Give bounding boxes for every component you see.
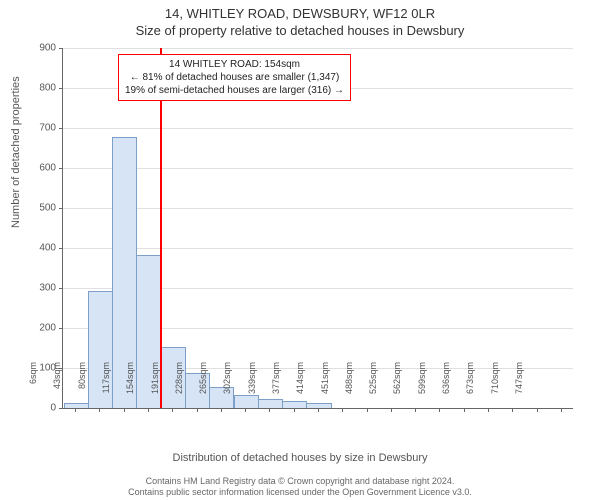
gridline: [63, 248, 573, 249]
ytick-label: 100: [0, 363, 56, 374]
annotation-line: 14 WHITLEY ROAD: 154sqm: [125, 58, 344, 71]
ytick-mark: [59, 88, 63, 89]
ytick-mark: [59, 288, 63, 289]
footer: Contains HM Land Registry data © Crown c…: [0, 476, 600, 499]
xtick-label: 414sqm: [295, 362, 305, 412]
xtick-mark: [75, 408, 76, 412]
annotation-line: 19% of semi-detached houses are larger (…: [125, 84, 344, 97]
footer-line1: Contains HM Land Registry data © Crown c…: [0, 476, 600, 487]
xtick-mark: [537, 408, 538, 412]
ytick-label: 700: [0, 123, 56, 134]
marker-line: [160, 48, 162, 408]
ytick-mark: [59, 208, 63, 209]
ytick-label: 400: [0, 243, 56, 254]
gridline: [63, 48, 573, 49]
ytick-mark: [59, 128, 63, 129]
annotation-line: ← 81% of detached houses are smaller (1,…: [125, 71, 344, 84]
xtick-label: 562sqm: [392, 362, 402, 412]
xtick-label: 525sqm: [368, 362, 378, 412]
chart-container: 14, WHITLEY ROAD, DEWSBURY, WF12 0LR Siz…: [0, 0, 600, 500]
ytick-label: 600: [0, 163, 56, 174]
gridline: [63, 168, 573, 169]
ytick-label: 300: [0, 283, 56, 294]
xtick-mark: [488, 408, 489, 412]
xtick-mark: [415, 408, 416, 412]
xtick-label: 377sqm: [271, 362, 281, 412]
ytick-mark: [59, 168, 63, 169]
xtick-label: 265sqm: [198, 362, 208, 412]
xtick-mark: [148, 408, 149, 412]
xtick-label: 451sqm: [320, 362, 330, 412]
gridline: [63, 208, 573, 209]
chart-area: 6sqm43sqm80sqm117sqm154sqm191sqm228sqm26…: [62, 48, 572, 408]
xtick-label: 80sqm: [77, 362, 87, 412]
xtick-label: 302sqm: [222, 362, 232, 412]
ytick-mark: [59, 248, 63, 249]
xtick-label: 228sqm: [174, 362, 184, 412]
xtick-label: 339sqm: [247, 362, 257, 412]
xtick-label: 599sqm: [417, 362, 427, 412]
x-axis-label: Distribution of detached houses by size …: [0, 452, 600, 464]
ytick-label: 200: [0, 323, 56, 334]
xtick-label: 117sqm: [101, 362, 111, 412]
xtick-label: 747sqm: [514, 362, 524, 412]
ytick-mark: [59, 48, 63, 49]
address-title: 14, WHITLEY ROAD, DEWSBURY, WF12 0LR: [0, 6, 600, 21]
xtick-mark: [245, 408, 246, 412]
annotation-box: 14 WHITLEY ROAD: 154sqm← 81% of detached…: [118, 54, 351, 101]
ytick-label: 500: [0, 203, 56, 214]
plot-region: 6sqm43sqm80sqm117sqm154sqm191sqm228sqm26…: [62, 48, 573, 409]
xtick-label: 636sqm: [441, 362, 451, 412]
gridline: [63, 128, 573, 129]
xtick-mark: [561, 408, 562, 412]
subtitle: Size of property relative to detached ho…: [0, 23, 600, 38]
xtick-label: 673sqm: [465, 362, 475, 412]
xtick-label: 488sqm: [344, 362, 354, 412]
ytick-mark: [59, 328, 63, 329]
xtick-label: 710sqm: [490, 362, 500, 412]
footer-line2: Contains public sector information licen…: [0, 487, 600, 498]
title-block: 14, WHITLEY ROAD, DEWSBURY, WF12 0LR Siz…: [0, 0, 600, 38]
xtick-mark: [318, 408, 319, 412]
ytick-label: 900: [0, 43, 56, 54]
ytick-label: 0: [0, 403, 56, 414]
xtick-label: 191sqm: [150, 362, 160, 412]
xtick-label: 154sqm: [125, 362, 135, 412]
ytick-label: 800: [0, 83, 56, 94]
